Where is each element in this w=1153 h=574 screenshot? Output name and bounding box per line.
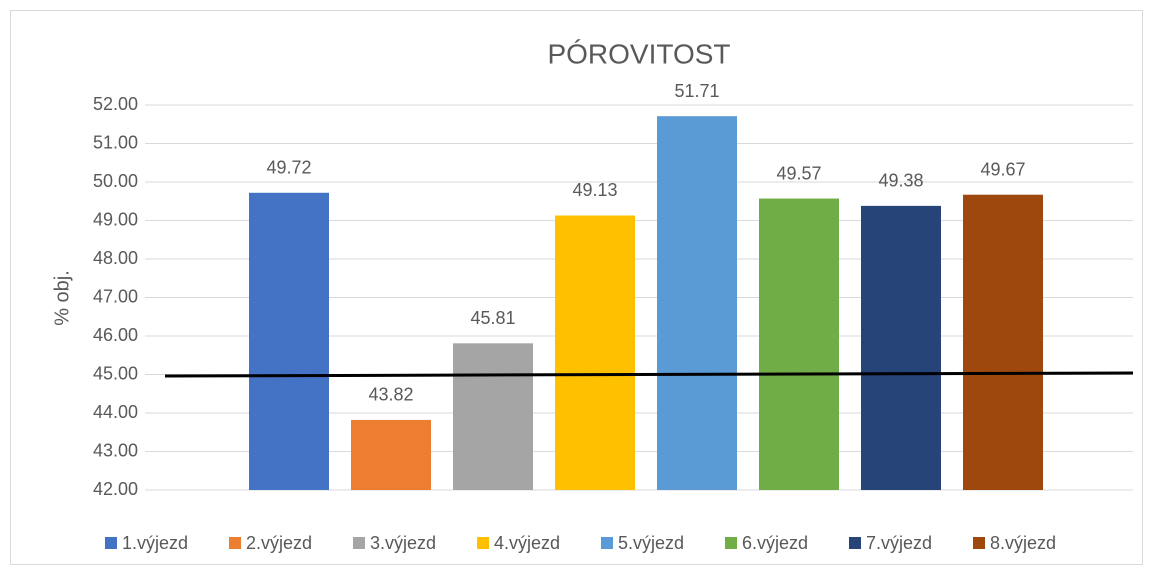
data-label: 49.72	[266, 158, 311, 178]
legend-swatch	[973, 537, 985, 549]
legend-swatch	[353, 537, 365, 549]
y-tick-label: 47.00	[93, 286, 138, 306]
legend-label: 5.výjezd	[618, 533, 684, 553]
bar	[657, 116, 737, 490]
legend-label: 8.výjezd	[990, 533, 1056, 553]
data-label: 49.67	[980, 159, 1025, 179]
legend-label: 6.výjezd	[742, 533, 808, 553]
data-label: 49.13	[572, 180, 617, 200]
bar	[249, 192, 329, 490]
legend-swatch	[601, 537, 613, 549]
bar	[351, 419, 431, 490]
legend-swatch	[477, 537, 489, 549]
legend-label: 7.výjezd	[866, 533, 932, 553]
y-axis-label: % obj.	[51, 270, 73, 326]
y-tick-label: 48.00	[93, 248, 138, 268]
legend-swatch	[105, 537, 117, 549]
bar	[453, 343, 533, 490]
legend-label: 2.výjezd	[246, 533, 312, 553]
bar	[759, 198, 839, 490]
y-tick-label: 45.00	[93, 363, 138, 383]
legend-label: 3.výjezd	[370, 533, 436, 553]
y-tick-label: 42.00	[93, 479, 138, 499]
bar	[963, 194, 1043, 490]
legend-swatch	[229, 537, 241, 549]
y-tick-label: 49.00	[93, 209, 138, 229]
legend-swatch	[849, 537, 861, 549]
data-label: 45.81	[470, 308, 515, 328]
data-label: 51.71	[674, 81, 719, 101]
y-tick-label: 52.00	[93, 94, 138, 114]
chart-title: PÓROVITOST	[547, 38, 730, 69]
y-tick-label: 50.00	[93, 171, 138, 191]
legend-label: 1.výjezd	[122, 533, 188, 553]
data-label: 49.57	[776, 163, 821, 183]
reference-line	[164, 371, 1134, 378]
data-label: 43.82	[368, 385, 413, 405]
y-tick-label: 44.00	[93, 402, 138, 422]
y-tick-label: 46.00	[93, 325, 138, 345]
data-label: 49.38	[878, 171, 923, 191]
bar	[555, 215, 635, 490]
y-tick-label: 43.00	[93, 440, 138, 460]
legend-swatch	[725, 537, 737, 549]
legend-label: 4.výjezd	[494, 533, 560, 553]
y-tick-label: 51.00	[93, 132, 138, 152]
bar	[861, 205, 941, 490]
